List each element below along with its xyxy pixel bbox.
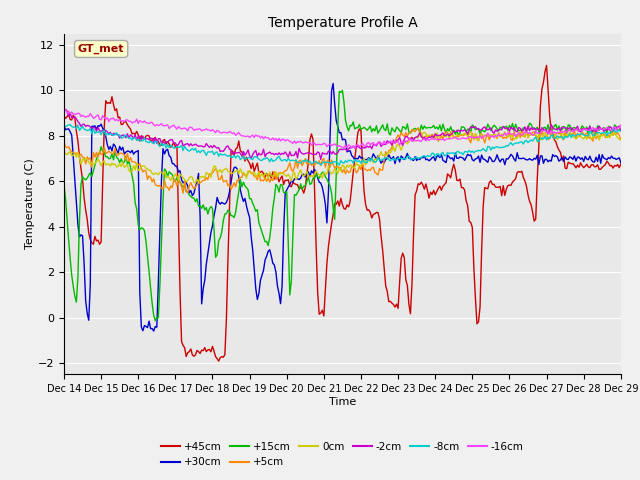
-8cm xyxy=(165,144,173,150)
-16cm xyxy=(165,126,173,132)
-8cm xyxy=(617,128,625,133)
+5cm xyxy=(414,125,422,131)
Y-axis label: Temperature (C): Temperature (C) xyxy=(25,158,35,250)
+5cm xyxy=(379,167,387,173)
X-axis label: Time: Time xyxy=(329,397,356,407)
+30cm xyxy=(412,154,419,159)
-8cm xyxy=(77,125,85,131)
0cm xyxy=(379,153,387,158)
0cm xyxy=(558,128,566,134)
-16cm xyxy=(552,130,559,136)
+5cm xyxy=(164,184,172,190)
-2cm xyxy=(60,108,68,114)
-2cm xyxy=(61,107,69,112)
+5cm xyxy=(552,132,559,137)
+45cm xyxy=(215,358,223,364)
-8cm xyxy=(60,123,68,129)
+30cm xyxy=(380,160,388,166)
Line: +30cm: +30cm xyxy=(64,84,621,331)
+5cm xyxy=(397,130,405,135)
+15cm xyxy=(165,169,173,175)
+45cm xyxy=(379,247,387,253)
-2cm xyxy=(380,142,388,147)
+45cm xyxy=(76,154,83,159)
+5cm xyxy=(76,152,83,158)
+30cm xyxy=(165,153,173,158)
+15cm xyxy=(60,182,68,188)
+45cm xyxy=(60,113,68,119)
0cm xyxy=(550,131,558,137)
Legend: +45cm, +30cm, +15cm, +5cm, 0cm, -2cm, -8cm, -16cm: +45cm, +30cm, +15cm, +5cm, 0cm, -2cm, -8… xyxy=(157,438,528,471)
+5cm xyxy=(60,139,68,144)
+45cm xyxy=(164,139,172,144)
+30cm xyxy=(617,159,625,165)
+15cm xyxy=(399,124,406,130)
+15cm xyxy=(152,318,159,324)
-2cm xyxy=(552,127,559,132)
-16cm xyxy=(61,106,69,112)
-8cm xyxy=(399,156,406,162)
+45cm xyxy=(543,62,550,68)
-16cm xyxy=(380,138,388,144)
Line: 0cm: 0cm xyxy=(64,131,621,183)
-2cm xyxy=(165,138,173,144)
-8cm xyxy=(335,162,343,168)
+30cm xyxy=(76,234,83,240)
0cm xyxy=(76,155,83,161)
+30cm xyxy=(150,328,157,334)
-2cm xyxy=(399,143,406,148)
-8cm xyxy=(67,122,74,128)
+15cm xyxy=(380,126,388,132)
+45cm xyxy=(397,255,405,261)
+15cm xyxy=(552,121,559,127)
+15cm xyxy=(412,125,419,131)
0cm xyxy=(191,180,199,186)
+45cm xyxy=(552,139,559,144)
+30cm xyxy=(60,123,68,129)
0cm xyxy=(410,135,417,141)
-2cm xyxy=(412,134,419,140)
-8cm xyxy=(552,135,559,141)
+45cm xyxy=(617,161,625,167)
+45cm xyxy=(410,231,417,237)
+15cm xyxy=(617,127,625,133)
-16cm xyxy=(60,107,68,113)
-2cm xyxy=(617,128,625,134)
-16cm xyxy=(399,139,406,144)
+5cm xyxy=(617,136,625,142)
-8cm xyxy=(412,155,419,161)
-2cm xyxy=(77,123,85,129)
Line: -8cm: -8cm xyxy=(64,125,621,165)
+5cm xyxy=(410,128,417,133)
Line: +5cm: +5cm xyxy=(64,128,621,193)
0cm xyxy=(60,148,68,154)
+30cm xyxy=(552,153,559,158)
Line: -2cm: -2cm xyxy=(64,109,621,159)
-16cm xyxy=(617,122,625,128)
+5cm xyxy=(179,191,187,196)
-16cm xyxy=(77,114,85,120)
0cm xyxy=(397,147,405,153)
+15cm xyxy=(339,87,346,93)
Title: Temperature Profile A: Temperature Profile A xyxy=(268,16,417,30)
+30cm xyxy=(330,81,337,86)
Line: +15cm: +15cm xyxy=(64,90,621,321)
-8cm xyxy=(380,156,388,162)
Line: +45cm: +45cm xyxy=(64,65,621,361)
+15cm xyxy=(76,217,83,223)
0cm xyxy=(617,137,625,143)
-16cm xyxy=(351,145,358,151)
-2cm xyxy=(317,156,324,162)
Line: -16cm: -16cm xyxy=(64,109,621,148)
-16cm xyxy=(412,138,419,144)
+30cm xyxy=(399,155,406,161)
0cm xyxy=(164,173,172,179)
Text: GT_met: GT_met xyxy=(78,44,124,54)
